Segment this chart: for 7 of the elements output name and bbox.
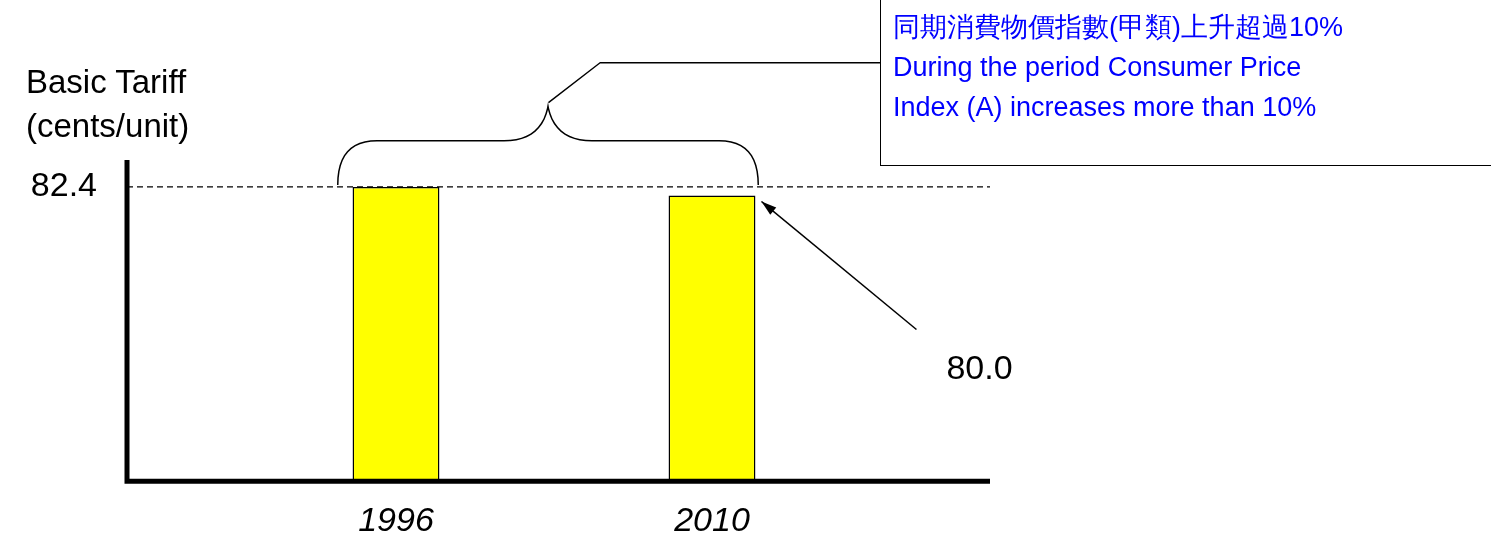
data-label: 80.0	[946, 347, 1013, 386]
ref-line-label: 82.4	[30, 165, 97, 204]
text: During the period Consumer Price Index (A) increases more than 10%	[893, 51, 1318, 124]
text: 同期消費物價指數(甲類)上升超過10%	[893, 11, 1345, 44]
y-axis-title: Basic Tariff (cents/unit)	[26, 62, 191, 146]
x-tick-label: 2010	[673, 500, 750, 539]
x-tick-label: 1996	[358, 500, 434, 539]
